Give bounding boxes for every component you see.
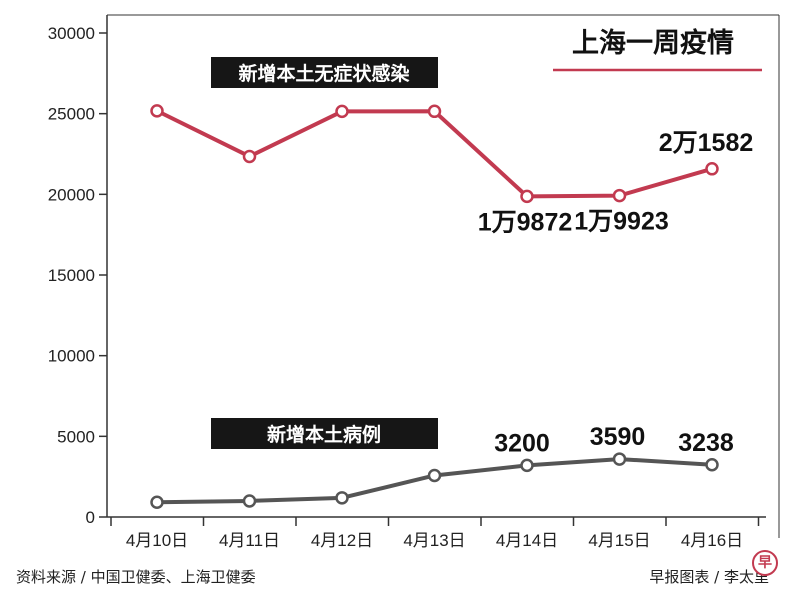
series-layer: 1万9872 1万9923 2万1582 3200 3590 3238 <box>150 104 754 510</box>
series-tag-box-asymptomatic <box>211 57 438 88</box>
x-tick-label: 4月10日 <box>126 531 188 550</box>
x-tick-label: 4月16日 <box>681 531 743 550</box>
data-point <box>150 104 164 118</box>
chart-title: 上海一周疫情 <box>572 27 734 59</box>
y-tick-label: 25000 <box>48 105 95 124</box>
data-point <box>242 149 257 164</box>
series-line <box>156 109 713 199</box>
series-tag-box-cases <box>211 418 438 449</box>
x-tick-label: 4月14日 <box>496 531 558 550</box>
data-label: 3200 <box>494 429 550 457</box>
data-point <box>612 188 627 203</box>
data-point <box>612 452 627 466</box>
x-axis-ticks: 4月10日 4月11日 4月12日 4月13日 4月14日 4月15日 4月16日 <box>110 517 760 550</box>
y-tick-label: 30000 <box>48 24 95 43</box>
x-tick-label: 4月11日 <box>219 531 280 550</box>
data-label: 3238 <box>678 429 734 457</box>
series-tag-asymptomatic: 新增本土无症状感染 <box>238 62 409 85</box>
y-tick-label: 15000 <box>48 266 95 285</box>
y-tick-label: 0 <box>86 508 95 527</box>
data-point <box>705 162 719 176</box>
credit-note: 早报图表 / 李太里 <box>649 568 769 586</box>
series-1: 3200 3590 3238 <box>150 423 734 510</box>
publisher-logo: 早 <box>752 550 778 576</box>
series-0: 1万9872 1万9923 2万1582 <box>150 104 754 236</box>
data-point <box>427 104 442 119</box>
data-label: 2万1582 <box>659 129 754 157</box>
data-point <box>335 104 349 119</box>
y-axis-ticks: 0 5000 10000 15000 20000 25000 30000 <box>48 24 107 527</box>
y-tick-label: 5000 <box>57 427 95 446</box>
x-tick-label: 4月15日 <box>588 531 650 550</box>
data-point <box>520 458 534 473</box>
x-tick-label: 4月13日 <box>403 531 465 550</box>
data-point <box>520 189 534 204</box>
data-point <box>705 458 719 472</box>
y-tick-label: 20000 <box>48 185 95 204</box>
series-tag-cases: 新增本土病例 <box>267 423 381 446</box>
source-note: 资料来源 / 中国卫健委、上海卫健委 <box>16 568 256 586</box>
data-point <box>335 491 349 505</box>
data-label: 1万9923 <box>574 208 669 236</box>
data-point <box>150 495 164 510</box>
data-point <box>427 468 442 483</box>
y-tick-label: 10000 <box>48 347 95 366</box>
data-label: 3590 <box>590 423 646 451</box>
data-point <box>242 494 257 508</box>
data-label: 1万9872 <box>478 208 573 236</box>
x-tick-label: 4月12日 <box>311 531 373 550</box>
